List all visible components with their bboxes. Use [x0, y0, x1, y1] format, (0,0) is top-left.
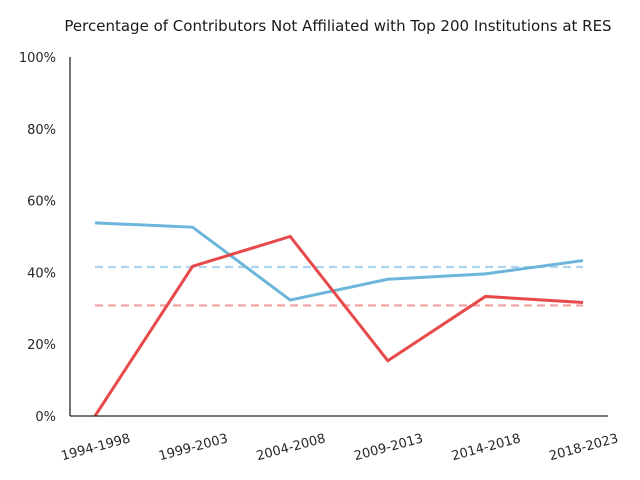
y-tick-labels: 0% 20% 40% 60% 80% 100% [19, 51, 56, 425]
chart-title: Percentage of Contributors Not Affiliate… [64, 17, 611, 35]
series-line-2 [93, 234, 584, 417]
y-tick-label: 0% [35, 410, 56, 425]
series-lines [93, 221, 584, 417]
x-tick-label: 1999-2003 [157, 431, 229, 464]
x-tick-label: 2009-2013 [353, 431, 425, 464]
axes [69, 57, 608, 417]
y-tick-label: 80% [27, 123, 56, 138]
x-tick-label: 2004-2008 [255, 431, 327, 464]
y-tick-label: 20% [27, 338, 56, 353]
reference-lines [95, 265, 583, 307]
x-tick-label: 2014-2018 [450, 431, 522, 464]
x-tick-label: 1994-1998 [60, 431, 132, 464]
x-tick-labels: 1994-1998 1999-2003 2004-2008 2009-2013 2014… [60, 431, 620, 464]
x-tick-label: 2018-2023 [548, 431, 620, 464]
y-tick-label: 100% [19, 51, 56, 66]
y-tick-label: 60% [27, 195, 56, 210]
y-tick-label: 40% [27, 266, 56, 281]
series-line-1 [94, 221, 584, 302]
